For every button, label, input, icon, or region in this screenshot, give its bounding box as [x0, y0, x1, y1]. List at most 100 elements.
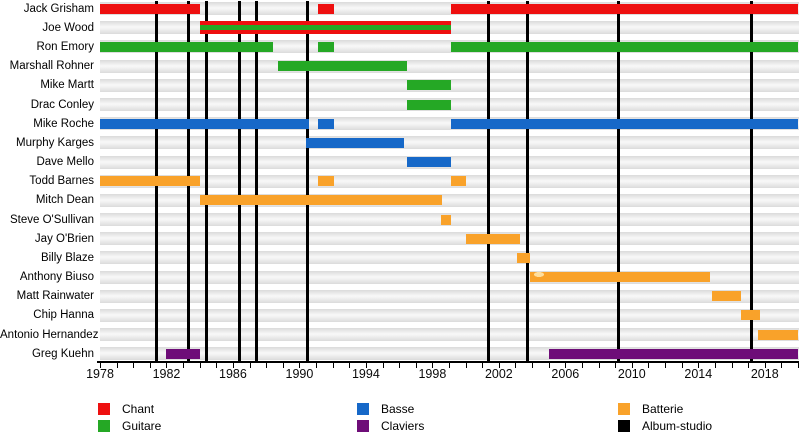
row-band — [100, 308, 799, 322]
member-label-dave-mello: Dave Mello — [36, 156, 94, 169]
member-label-mitch-dean: Mitch Dean — [35, 194, 94, 207]
x-axis-year-label: 1990 — [285, 367, 314, 381]
timeline-bar-batterie — [711, 291, 742, 302]
album-release-line — [487, 1, 491, 361]
x-axis-year-label: 2006 — [551, 367, 580, 381]
timeline-bar-batterie — [450, 176, 466, 187]
x-axis-tick — [482, 363, 484, 368]
row-band — [100, 251, 799, 265]
album-release-line — [525, 1, 529, 361]
x-axis-tick — [349, 363, 351, 368]
x-axis-tick — [698, 363, 700, 368]
timeline-bar-batterie — [465, 233, 521, 244]
timeline-bar-basse — [450, 118, 798, 129]
x-axis-tick — [232, 363, 234, 368]
x-axis-tick — [631, 363, 633, 368]
x-axis-tick — [183, 363, 185, 368]
x-axis-tick — [515, 363, 517, 368]
x-axis-year-label: 1998 — [418, 367, 447, 381]
x-axis-tick — [731, 363, 733, 368]
legend-swatch-claviers — [357, 420, 369, 432]
row-band — [100, 59, 799, 73]
timeline-bar-guitare — [407, 80, 451, 91]
timeline-bar-guitare — [450, 41, 798, 52]
album-release-line — [254, 1, 258, 361]
timeline-bar-basse — [407, 157, 451, 168]
x-axis-tick — [449, 363, 450, 368]
timeline-bar-batterie — [758, 329, 798, 340]
member-label-antonio-hernandez: Antonio Hernandez — [0, 328, 99, 341]
x-axis-tick — [316, 363, 318, 368]
x-axis-tick — [498, 363, 500, 368]
member-label-jack-grisham: Jack Grisham — [23, 2, 94, 15]
legend-label-claviers: Claviers — [381, 419, 425, 433]
album-release-line — [749, 1, 753, 361]
member-label-marshall-rohner: Marshall Rohner — [9, 60, 94, 73]
legend-label-album-studio: Album-studio — [642, 419, 713, 433]
member-label-drac-conley: Drac Conley — [30, 98, 94, 111]
timeline-bar-guitare — [100, 41, 273, 52]
member-label-matt-rainwater: Matt Rainwater — [16, 290, 94, 303]
x-axis-tick — [166, 363, 168, 368]
x-axis-tick — [615, 363, 617, 368]
x-axis-year-label: 2002 — [484, 367, 513, 381]
member-label-joe-wood: Joe Wood — [42, 21, 94, 34]
album-release-line — [306, 1, 310, 361]
timeline-bar-batterie — [741, 310, 760, 321]
x-axis-tick — [149, 363, 151, 368]
member-label-mike-martt: Mike Martt — [40, 79, 94, 92]
legend-swatch-album-studio — [618, 420, 630, 432]
x-axis-tick — [648, 363, 650, 368]
x-axis-year-label: 2018 — [750, 367, 779, 381]
album-release-line — [204, 1, 208, 361]
timeline-bar-batterie — [317, 176, 335, 187]
x-axis-tick — [415, 363, 417, 368]
legend-swatch-chant — [98, 403, 110, 415]
x-axis-tick — [432, 363, 434, 368]
x-axis-tick — [781, 363, 783, 368]
member-label-murphy-karges: Murphy Karges — [16, 136, 94, 149]
timeline-bar-batterie — [100, 176, 200, 187]
album-release-line — [238, 1, 242, 361]
guitare-stripe — [199, 25, 451, 31]
timeline-bar-basse — [100, 118, 310, 129]
timeline-bar-batterie — [199, 195, 443, 206]
row-band — [100, 174, 799, 188]
legend-swatch-guitare — [98, 420, 110, 432]
timeline-bar-batterie — [530, 272, 710, 283]
legend-swatch-batterie — [618, 403, 630, 415]
timeline-bar-guitare — [317, 41, 335, 52]
x-axis-tick — [332, 363, 334, 368]
x-axis-year-label: 1986 — [219, 367, 247, 381]
timeline-bar-chant — [450, 3, 798, 14]
x-axis-tick — [382, 363, 384, 368]
legend-label-batterie: Batterie — [642, 402, 684, 416]
timeline-bar-chant-guitare — [199, 21, 451, 35]
legend-label-guitare: Guitare — [122, 419, 162, 433]
timeline-bar-claviers — [548, 348, 798, 359]
x-axis-tick — [665, 363, 667, 368]
album-release-line — [617, 1, 620, 361]
x-axis-tick — [714, 363, 716, 368]
x-axis-tick — [100, 363, 101, 368]
x-axis-year-label: 2014 — [684, 367, 713, 381]
timeline-bar-claviers — [166, 348, 200, 359]
x-axis-tick — [266, 363, 268, 368]
legend-swatch-basse — [357, 403, 369, 415]
x-axis-year-label: 1994 — [351, 367, 380, 381]
row-band — [100, 136, 799, 150]
row-band — [100, 232, 799, 246]
x-axis-line — [97, 360, 799, 363]
x-axis-tick — [798, 363, 799, 368]
timeline-bar-basse — [317, 118, 335, 129]
legend-label-basse: Basse — [381, 402, 415, 416]
x-axis-tick — [548, 363, 550, 368]
x-axis-tick — [249, 363, 251, 368]
timeline-bar-batterie — [440, 214, 451, 225]
x-axis-tick — [216, 363, 218, 368]
x-axis-tick — [764, 363, 766, 368]
row-band — [100, 289, 799, 303]
x-axis-tick — [581, 363, 583, 368]
timeline-bar-guitare — [277, 61, 408, 72]
x-axis-tick — [399, 363, 401, 368]
